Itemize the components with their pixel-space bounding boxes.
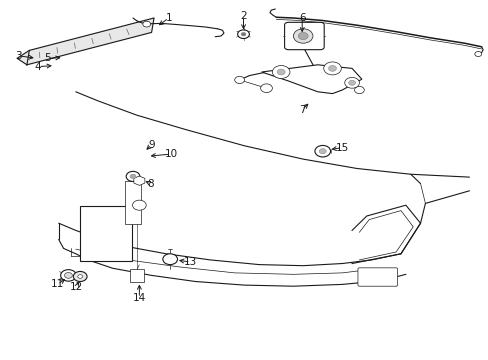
Text: 12: 12 <box>70 282 83 292</box>
FancyBboxPatch shape <box>130 269 144 282</box>
Polygon shape <box>134 176 144 185</box>
Text: 3: 3 <box>15 51 22 61</box>
Text: 8: 8 <box>147 179 154 189</box>
Circle shape <box>314 145 330 157</box>
Circle shape <box>474 51 481 57</box>
Circle shape <box>344 77 359 88</box>
Text: 5: 5 <box>44 53 51 63</box>
Circle shape <box>78 275 82 278</box>
Circle shape <box>277 69 285 75</box>
Circle shape <box>354 86 364 94</box>
Text: 1: 1 <box>165 13 172 23</box>
Polygon shape <box>17 50 29 65</box>
Circle shape <box>132 200 146 210</box>
Text: 15: 15 <box>335 143 348 153</box>
Circle shape <box>319 149 325 154</box>
FancyBboxPatch shape <box>80 206 132 261</box>
Circle shape <box>64 273 72 278</box>
Circle shape <box>163 254 177 265</box>
Circle shape <box>130 174 136 179</box>
Circle shape <box>61 270 76 281</box>
Circle shape <box>293 29 312 43</box>
Circle shape <box>126 171 140 181</box>
Text: 7: 7 <box>298 105 305 115</box>
FancyBboxPatch shape <box>357 268 397 286</box>
Text: 9: 9 <box>148 140 155 150</box>
Circle shape <box>73 271 87 282</box>
Polygon shape <box>27 18 154 65</box>
Circle shape <box>260 84 272 93</box>
Polygon shape <box>261 65 361 94</box>
Circle shape <box>237 30 249 39</box>
Text: 14: 14 <box>132 293 146 303</box>
Circle shape <box>328 66 336 71</box>
Circle shape <box>272 66 289 78</box>
Circle shape <box>234 76 244 84</box>
Circle shape <box>298 32 307 40</box>
Circle shape <box>241 32 245 36</box>
Text: 2: 2 <box>240 11 246 21</box>
Text: 13: 13 <box>183 257 197 267</box>
Text: 10: 10 <box>164 149 177 159</box>
Text: 4: 4 <box>35 62 41 72</box>
Circle shape <box>142 21 150 27</box>
FancyBboxPatch shape <box>125 181 141 224</box>
Circle shape <box>323 62 341 75</box>
Text: 6: 6 <box>298 13 305 23</box>
FancyBboxPatch shape <box>284 22 324 50</box>
Text: 11: 11 <box>51 279 64 289</box>
Circle shape <box>348 80 355 85</box>
